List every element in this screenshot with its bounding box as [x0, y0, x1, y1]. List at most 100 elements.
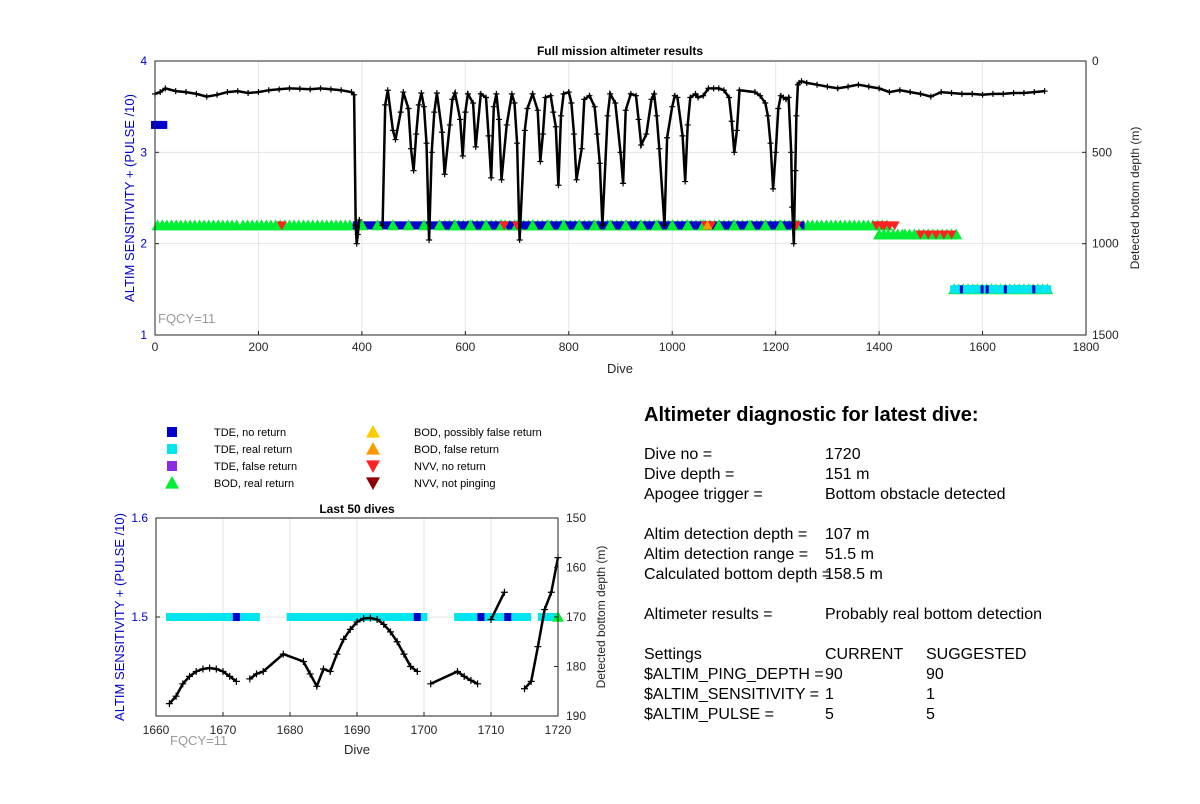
depth-point — [762, 100, 769, 107]
x-tick-label: 1700 — [411, 723, 438, 737]
bod-real-return-marker — [743, 219, 756, 231]
setting-current: 90 — [825, 666, 843, 683]
tde-marker — [610, 221, 619, 230]
depth-point — [1000, 90, 1007, 97]
depth-point — [299, 658, 307, 666]
depth-point — [234, 88, 241, 95]
depth-point — [462, 109, 469, 116]
tde-no-return-marker — [504, 613, 512, 621]
depth-point — [682, 178, 689, 185]
depth-point — [886, 89, 893, 96]
bod-real-return-marker — [619, 219, 632, 231]
depth-point — [392, 136, 399, 143]
x-tick-label: 1600 — [969, 340, 996, 354]
tde-marker — [410, 221, 419, 230]
depth-point — [511, 100, 518, 107]
bod-real-return-marker — [542, 219, 555, 231]
depth-point — [757, 92, 764, 99]
bod-real-return-marker — [681, 219, 694, 231]
depth-point — [542, 94, 549, 101]
settings-current-header: CURRENT — [825, 646, 904, 663]
depth-point — [627, 90, 634, 97]
tde-marker — [431, 221, 440, 230]
depth-point — [792, 167, 799, 174]
diagnostic-row: Dive no = 1720 — [644, 445, 1164, 465]
tde-marker — [1043, 285, 1052, 294]
tde-marker — [722, 221, 731, 230]
depth-point — [560, 90, 567, 97]
row-value: Probably real bottom detection — [825, 606, 1043, 623]
depth-point — [803, 79, 810, 86]
last-50-dives-chart: 1660 1670 1680 1690 1700 1710 1720 1.51.6 1501… — [112, 502, 608, 757]
tde-marker — [444, 221, 453, 230]
depth-point — [736, 87, 743, 94]
depth-point — [373, 615, 381, 623]
depth-point — [503, 121, 510, 128]
tde-real-return-marker — [537, 613, 558, 621]
depth-point — [751, 89, 758, 96]
depth-point — [733, 127, 740, 134]
depth-point — [203, 93, 210, 100]
setting-current: 5 — [825, 706, 834, 723]
depth-point — [720, 87, 727, 94]
depth-point — [441, 171, 448, 178]
depth-point — [454, 667, 461, 675]
depth-point — [384, 87, 391, 94]
depth-point — [459, 152, 466, 159]
nvv-no-return-marker — [923, 230, 934, 240]
depth-point — [460, 672, 468, 680]
depth-point — [726, 94, 733, 101]
bod-real-return-marker — [526, 219, 539, 231]
tde-marker — [750, 221, 759, 230]
depth-point — [428, 149, 435, 156]
depth-point — [534, 643, 542, 651]
depth-point — [464, 90, 471, 97]
top-x-axis-label: Dive — [607, 361, 633, 376]
tde-no-return-marker — [985, 285, 989, 294]
tde-marker — [398, 221, 407, 230]
bottom-chart-title: Last 50 dives — [319, 502, 395, 516]
bod-real-return-marker — [712, 219, 725, 231]
depth-point — [948, 89, 955, 96]
depth-point — [212, 665, 220, 673]
depth-point — [431, 109, 438, 116]
depth-point — [183, 89, 190, 96]
depth-point — [353, 240, 360, 247]
depth-point — [764, 112, 771, 119]
setting-suggested: 1 — [926, 686, 935, 703]
x-tick-label: 1200 — [762, 340, 789, 354]
tde-marker — [155, 120, 164, 129]
bod-real-return-marker — [386, 219, 399, 231]
y-tick-label: 1 — [140, 328, 147, 342]
tde-marker — [414, 221, 423, 230]
depth-point — [356, 216, 363, 223]
depth-point — [653, 112, 660, 119]
depth-point — [255, 89, 262, 96]
depth-point — [651, 90, 658, 97]
tde-marker — [457, 221, 466, 230]
depth-point — [594, 131, 601, 138]
depth-point — [498, 176, 505, 183]
depth-point — [767, 140, 774, 147]
bottom-y-axis-label: ALTIM SENSITIVITY + (PULSE /10) — [112, 513, 127, 721]
depth-point — [521, 685, 528, 693]
depth-point — [568, 100, 575, 107]
depth-point — [524, 105, 531, 112]
nvv-no-return-marker — [931, 230, 942, 240]
depth-point — [1020, 89, 1027, 96]
depth-point — [366, 614, 374, 622]
legend-marker — [366, 477, 380, 490]
tde-marker — [771, 221, 780, 230]
tde-marker — [564, 221, 573, 230]
bod-real-return-marker — [759, 219, 772, 231]
depth-point — [379, 222, 386, 229]
depth-point — [451, 89, 458, 96]
bod-real-return-marker — [604, 219, 617, 231]
top-settings-markers — [151, 120, 1054, 295]
depth-point — [865, 83, 872, 90]
depth-point — [380, 620, 388, 628]
tde-marker — [552, 221, 561, 230]
legend-marker — [167, 427, 177, 437]
x-tick-label: 400 — [352, 340, 372, 354]
depth-point — [710, 85, 717, 92]
